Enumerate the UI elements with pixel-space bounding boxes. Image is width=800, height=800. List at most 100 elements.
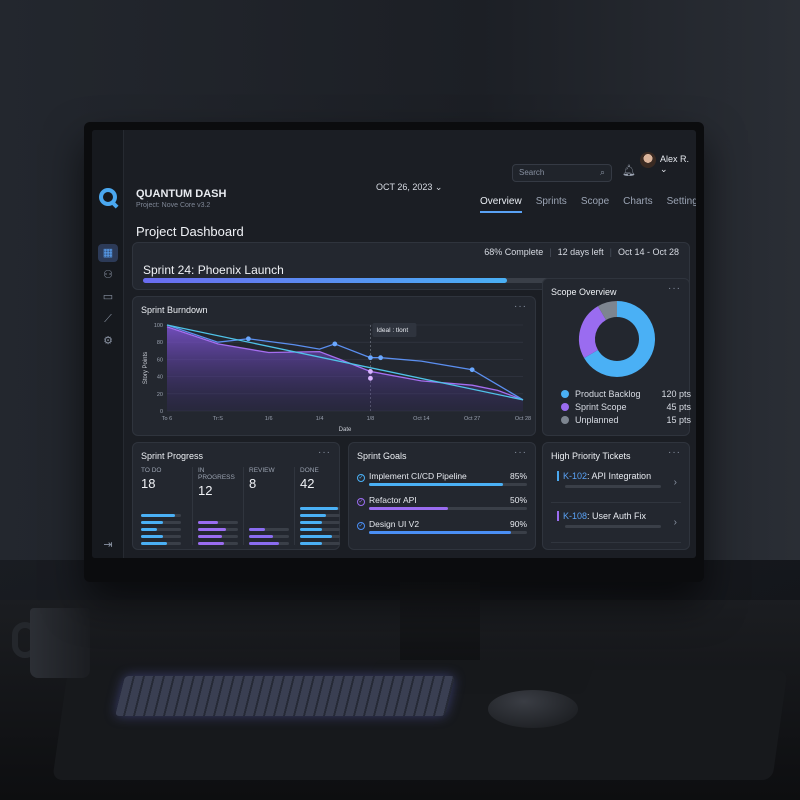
mini-bar [198, 535, 238, 538]
chevron-right-icon[interactable]: › [673, 517, 677, 528]
dashboard-screen: ▦ ⚇ ▭ ⟋ ⚙ ⇥ QUANTUM DASH Project: Nove C… [92, 130, 696, 558]
column-label: REVIEW [249, 467, 275, 474]
chevron-right-icon[interactable]: › [673, 477, 677, 488]
mini-bar [300, 521, 340, 524]
legend-value: 45 pts [666, 402, 691, 412]
more-icon[interactable]: ··· [668, 283, 681, 294]
goal-label: Implement CI/CD Pipeline [369, 471, 467, 481]
tooltip-text: Ideal : tlont [376, 327, 408, 334]
goal-label: Design UI V2 [369, 519, 420, 529]
mini-bar [198, 528, 238, 531]
tickets-card: High Priority Tickets ··· K-102: API Int… [542, 442, 690, 550]
series-line-scope [166, 326, 524, 401]
burndown-title: Sprint Burndown [141, 305, 208, 315]
donut-slice[interactable] [579, 306, 607, 358]
goal-progress-bar [369, 483, 527, 486]
legend-value: 120 pts [661, 389, 691, 399]
date-picker[interactable]: OCT 26, 2023 ⌄ [376, 182, 443, 192]
data-point-actual[interactable] [332, 341, 338, 347]
goal-percent: 90% [509, 519, 527, 529]
monitor-stand [400, 580, 480, 670]
mini-bar [198, 521, 238, 524]
legend-item: Product Backlog 120 pts [561, 389, 691, 399]
data-point-scope[interactable] [368, 375, 373, 381]
goal-item[interactable]: ✓ Implement CI/CD Pipeline 85% [357, 471, 527, 493]
mini-bar [249, 542, 289, 545]
chart-icon[interactable]: ⟋ [104, 313, 112, 325]
users-icon[interactable]: ⚇ [103, 269, 113, 281]
mini-bar [141, 535, 181, 538]
column-count: 8 [249, 476, 257, 491]
data-point-actual[interactable] [378, 355, 383, 361]
burndown-chart: 0 20 40 60 80 100 To 6 Tr:S 1/6 1/4 1/8 Oct 14 Oct 2… [143, 323, 531, 433]
gear-icon[interactable]: ⚙ [103, 335, 113, 347]
mini-bar [141, 521, 181, 524]
mini-bar [141, 542, 181, 545]
check-circle-icon: ✓ [357, 498, 365, 506]
legend-item: Sprint Scope 45 pts [561, 402, 691, 412]
mini-bar [300, 507, 340, 510]
avatar[interactable] [640, 152, 656, 168]
data-point-actual[interactable] [245, 336, 251, 342]
goal-item[interactable]: ✓ Refactor API 50% [357, 495, 527, 517]
column-count: 18 [141, 476, 156, 491]
app-brand: QUANTUM DASH [136, 188, 227, 200]
ticket-row[interactable]: K-108: User Auth Fix › [551, 509, 681, 543]
tab-settings[interactable]: Settings [666, 196, 696, 207]
mini-bar [249, 528, 289, 531]
more-icon[interactable]: ··· [514, 447, 527, 458]
user-menu[interactable]: Alex R. ⌄ [660, 154, 690, 174]
more-icon[interactable]: ··· [514, 301, 527, 312]
quantum-logo-icon [99, 188, 117, 206]
scope-card: Scope Overview ··· Product Backlog 120 pt… [542, 278, 691, 436]
search-icon: ⌕ [599, 167, 605, 177]
x-tick-label: Tr:S [213, 416, 224, 422]
goal-percent: 50% [509, 495, 527, 505]
bell-icon[interactable]: 🔔︎ [622, 165, 636, 177]
mouse [488, 690, 578, 728]
more-icon[interactable]: ··· [318, 447, 331, 458]
clipboard-icon[interactable]: ▭ [102, 291, 114, 303]
donut-slice[interactable] [598, 301, 618, 321]
mini-bar [300, 542, 340, 545]
donut-slice[interactable] [584, 301, 655, 377]
search-input[interactable]: Search ⌕ [512, 164, 612, 182]
mini-bar [300, 528, 340, 531]
ticket-key[interactable]: K-102 [563, 471, 588, 481]
mini-bar [300, 514, 340, 517]
ticket-key[interactable]: K-108 [563, 511, 588, 521]
x-tick-label: 1/8 [367, 416, 375, 422]
column-label: DONE [300, 467, 319, 474]
data-point-scope[interactable] [368, 369, 373, 374]
legend-dot-icon [561, 403, 569, 411]
search-placeholder: Search [519, 168, 545, 177]
dashboard-grid-icon[interactable]: ▦ [98, 244, 118, 262]
x-tick-label: 1/6 [265, 416, 273, 422]
burndown-card: Sprint Burndown ··· 0 20 40 60 80 100 To 6 Tr:S… [132, 296, 536, 436]
tab-sprints[interactable]: Sprints [535, 196, 567, 207]
y-tick-label: 80 [157, 340, 163, 346]
y-tick-label: 100 [154, 323, 163, 329]
page-title: Project Dashboard [136, 224, 244, 239]
tab-scope[interactable]: Scope [580, 196, 610, 207]
goal-progress-bar [369, 507, 527, 510]
goal-item[interactable]: ✓ Design UI V2 90% [357, 519, 527, 541]
data-point-actual[interactable] [469, 367, 475, 373]
check-circle-icon: ✓ [357, 474, 365, 482]
data-point-actual[interactable] [368, 355, 373, 361]
series-line-ideal [166, 324, 524, 401]
column-label: IN PROGRESS [198, 467, 235, 481]
check-circle-icon: ✓ [357, 522, 365, 530]
tab-charts[interactable]: Charts [623, 196, 653, 207]
tab-overview[interactable]: Overview [480, 196, 522, 213]
y-tick-label: 40 [157, 375, 163, 381]
more-icon[interactable]: ··· [668, 447, 681, 458]
ticket-progress-bar [565, 525, 661, 528]
ticket-row[interactable]: K-102: API Integration › [551, 469, 681, 503]
legend-dot-icon [561, 416, 569, 424]
status-column: IN PROGRESS 12 [192, 467, 238, 545]
mini-bar [198, 542, 238, 545]
logout-icon[interactable]: ⇥ [103, 539, 113, 551]
sprint-progress-card: Sprint Progress ··· TO DO 18 IN PROGRESS 12… [132, 442, 340, 550]
x-tick-label: Oct 27 [464, 416, 480, 422]
